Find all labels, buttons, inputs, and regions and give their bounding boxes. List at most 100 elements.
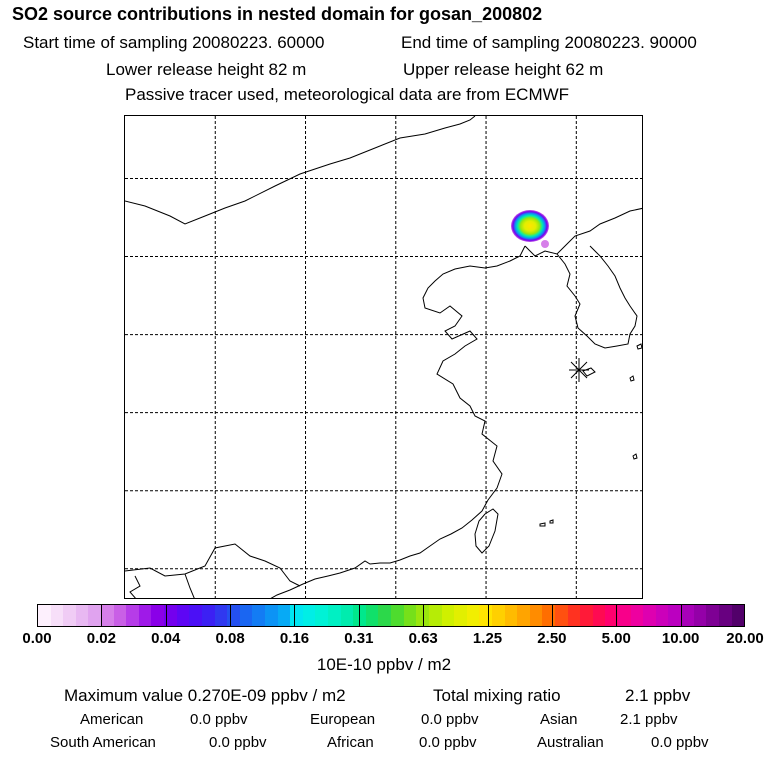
border-inland-2 xyxy=(184,573,195,598)
region-value: 0.0 ppbv xyxy=(209,734,267,751)
island-jeju xyxy=(582,367,596,377)
colorbar-segment xyxy=(466,605,480,626)
colorbar-segment xyxy=(428,605,442,626)
colorbar-unit: 10E-10 ppbv / m2 xyxy=(316,655,452,674)
colorbar-segment xyxy=(403,605,417,626)
region-value: 0.0 ppbv xyxy=(419,734,477,751)
colorbar-segment xyxy=(504,605,518,626)
region-value: 0.0 ppbv xyxy=(651,734,709,751)
map-panel xyxy=(124,115,643,599)
region-name: Australian xyxy=(537,734,604,751)
colorbar-segment xyxy=(391,605,404,626)
colorbar-segment xyxy=(542,605,555,626)
region-name: African xyxy=(327,734,374,751)
colorbar-segment xyxy=(605,605,619,626)
island-small-1 xyxy=(629,375,635,382)
colorbar-segment xyxy=(731,605,745,626)
colorbar-tick-label: 0.08 xyxy=(215,630,245,647)
region-name: Asian xyxy=(540,711,578,728)
colorbar-divider xyxy=(101,605,103,626)
colorbar-segment xyxy=(529,605,543,626)
end-time-label: End time of sampling 20080223. 90000 xyxy=(401,33,697,52)
coastline-korea xyxy=(524,207,642,257)
lower-release-label: Lower release height 82 m xyxy=(106,60,307,79)
colorbar-segment xyxy=(75,605,89,626)
colorbar-segment xyxy=(227,605,240,626)
region-name: European xyxy=(310,711,376,728)
region-value: 2.1 ppbv xyxy=(620,711,678,728)
island-small-5 xyxy=(549,519,554,524)
colorbar-segment xyxy=(277,605,291,626)
coastline-mainland xyxy=(270,245,526,598)
coastlines xyxy=(125,116,642,598)
plume xyxy=(511,210,549,248)
colorbar-divider xyxy=(551,605,553,626)
colorbar-tick-label: 20.00 xyxy=(726,630,764,647)
colorbar-segment xyxy=(554,605,568,626)
total-mixing-label: Total mixing ratio xyxy=(433,686,561,705)
total-mixing-value: 2.1 ppbv xyxy=(625,686,691,705)
colorbar-segment xyxy=(138,605,152,626)
island-small-4 xyxy=(539,522,546,527)
colorbar-segment xyxy=(718,605,732,626)
plume-secondary xyxy=(541,240,549,248)
colorbar-divider xyxy=(680,605,682,626)
colorbar-segment xyxy=(164,605,177,626)
colorbar-tick-label: 0.00 xyxy=(22,630,52,647)
colorbar-tick-label: 0.31 xyxy=(344,630,374,647)
colorbar-segment xyxy=(592,605,606,626)
colorbar-segment xyxy=(290,605,303,626)
gridlines xyxy=(125,116,642,598)
region-name: American xyxy=(80,711,144,728)
colorbar-segment xyxy=(378,605,392,626)
colorbar-tick-label: 2.50 xyxy=(537,630,567,647)
colorbar-segment xyxy=(189,605,202,626)
colorbar-divider xyxy=(616,605,618,626)
colorbar-divider xyxy=(423,605,425,626)
colorbar-segment xyxy=(151,605,165,626)
island-taiwan xyxy=(474,508,499,554)
tracer-note: Passive tracer used, meteorological data… xyxy=(125,85,570,104)
colorbar-segment xyxy=(101,605,114,626)
region-name: South American xyxy=(50,734,156,751)
colorbar-segment xyxy=(643,605,656,626)
colorbar-segment xyxy=(315,605,329,626)
chart-title: SO2 source contributions in nested domai… xyxy=(12,4,543,24)
colorbar-divider xyxy=(487,605,489,626)
colorbar-segment xyxy=(63,605,76,626)
coastline-korea-peninsula xyxy=(556,245,638,349)
receptor-marker xyxy=(569,358,589,382)
colorbar-segment xyxy=(201,605,215,626)
maximum-value: Maximum value 0.270E-09 ppbv / m2 xyxy=(64,686,346,705)
colorbar-segment xyxy=(214,605,228,626)
colorbar-segment xyxy=(328,605,341,626)
colorbar-segment xyxy=(655,605,669,626)
colorbar-segment xyxy=(479,605,492,626)
colorbar-tick-label: 1.25 xyxy=(472,630,503,647)
border-inland-3 xyxy=(129,575,141,598)
colorbar-segment xyxy=(88,605,102,626)
colorbar-tick-label: 0.63 xyxy=(408,630,438,647)
colorbar-segment xyxy=(365,605,379,626)
island-small-2 xyxy=(636,343,642,350)
colorbar-segment xyxy=(264,605,278,626)
colorbar-segment xyxy=(668,605,682,626)
colorbar-tick-label: 0.16 xyxy=(279,630,310,647)
colorbar-divider xyxy=(294,605,296,626)
colorbar-segment xyxy=(302,605,316,626)
colorbar-segment xyxy=(416,605,429,626)
colorbar-tick-label: 0.04 xyxy=(151,630,181,647)
colorbar-tick-label: 5.00 xyxy=(601,630,631,647)
colorbar-segment xyxy=(693,605,707,626)
colorbar-divider xyxy=(165,605,167,626)
coastline-north xyxy=(125,116,476,225)
colorbar-segment xyxy=(706,605,719,626)
colorbar-segment xyxy=(681,605,694,626)
colorbar-segment xyxy=(580,605,593,626)
island-small-3 xyxy=(632,453,638,460)
colorbar-segment xyxy=(176,605,190,626)
colorbar-segment xyxy=(618,605,631,626)
colorbar-segment xyxy=(454,605,467,626)
colorbar-segment xyxy=(491,605,505,626)
colorbar-segment xyxy=(340,605,354,626)
